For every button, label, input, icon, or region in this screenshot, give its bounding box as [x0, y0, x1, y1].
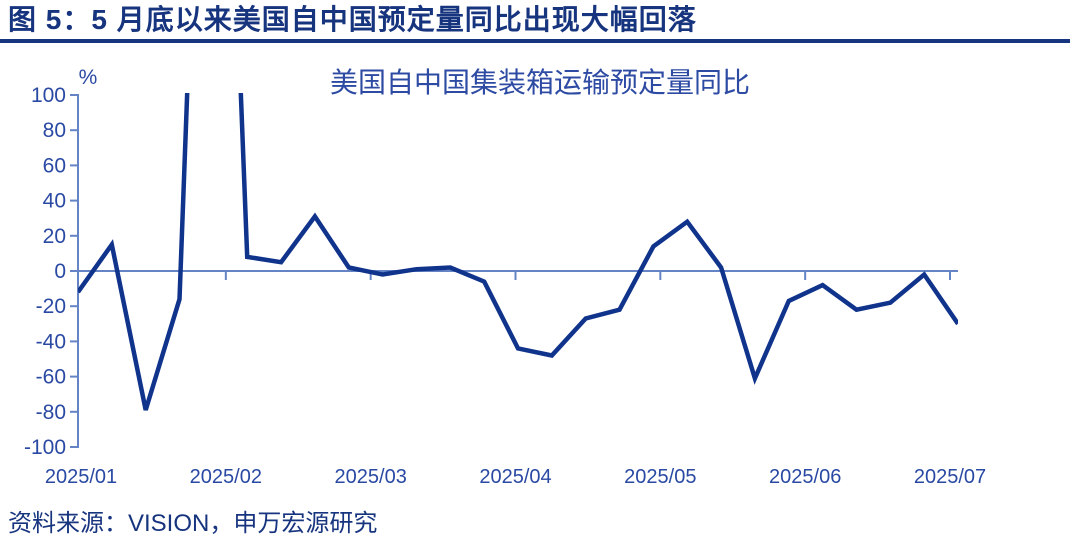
y-tick-label: -100 [24, 436, 66, 459]
y-tick-label: -20 [36, 295, 66, 318]
x-tick-label: 2025/02 [190, 466, 262, 488]
source-note: 资料来源：VISION，申万宏源研究 [8, 510, 378, 537]
y-tick-label: -40 [36, 330, 66, 353]
y-tick-label: 0 [54, 260, 66, 283]
series-polyline [78, 93, 958, 411]
x-tick-label: 2025/03 [335, 466, 407, 488]
x-tick-label: 2025/04 [479, 466, 551, 488]
x-tick-label: 2025/01 [45, 466, 117, 488]
caption-underline [0, 39, 1070, 43]
figure-caption: 图 5：5 月底以来美国自中国预定量同比出现大幅回落 [8, 4, 697, 35]
y-tick-label: 60 [43, 154, 66, 177]
y-tick-label: 80 [43, 119, 66, 142]
x-tick-label: 2025/05 [624, 466, 696, 488]
chart-title: 美国自中国集装箱运输预定量同比 [329, 67, 750, 98]
y-axis-unit-label: % [79, 66, 98, 89]
y-tick-label: 20 [43, 225, 66, 248]
y-tick-label: -60 [36, 366, 66, 389]
y-tick-label: 100 [31, 84, 66, 107]
y-tick-label: 40 [43, 190, 66, 213]
y-tick-label: -80 [36, 401, 66, 424]
x-tick-label: 2025/07 [914, 466, 986, 488]
x-tick-label: 2025/06 [769, 466, 841, 488]
